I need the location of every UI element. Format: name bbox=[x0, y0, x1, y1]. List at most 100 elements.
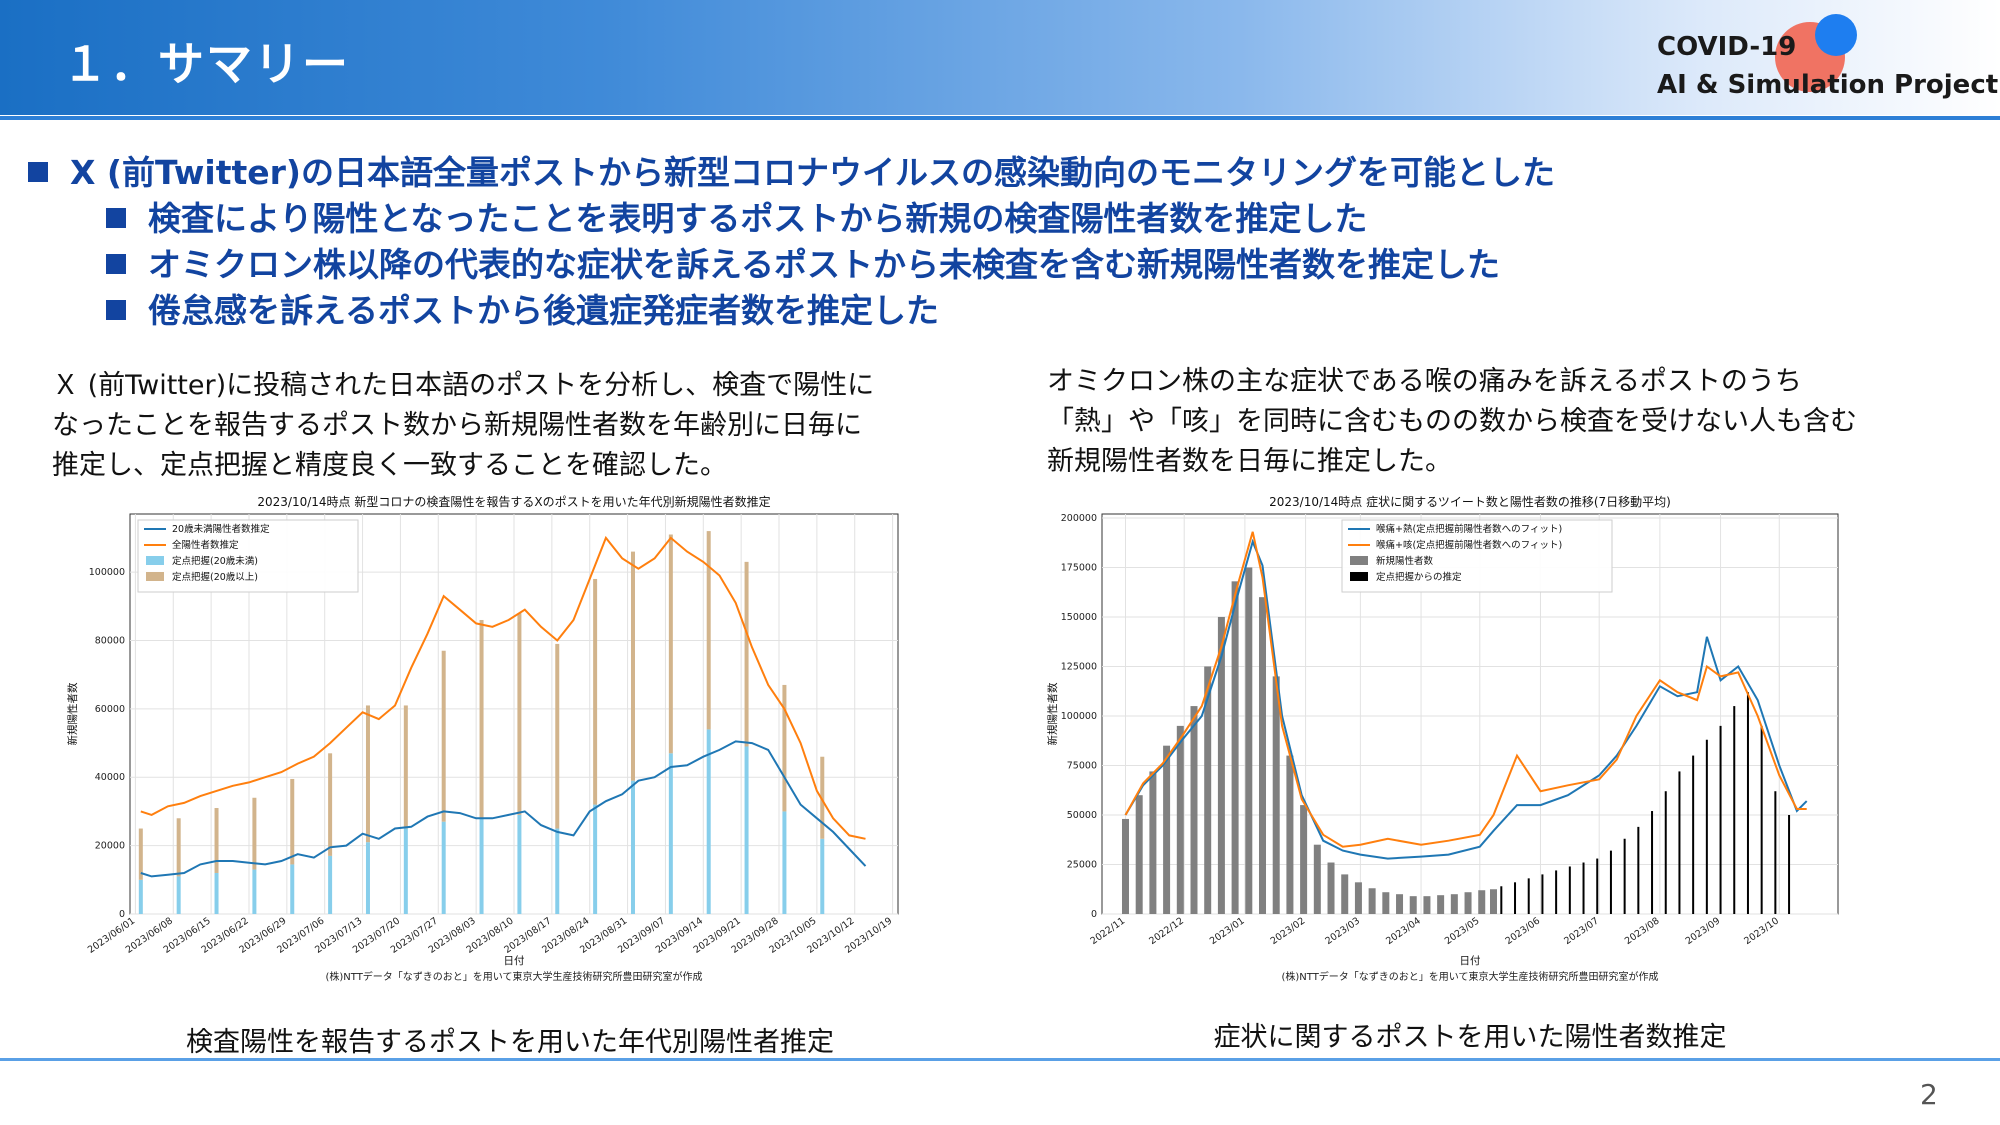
left-description: Ｘ (前Twitter)に投稿された日本語のポストを分析し、検査で陽性に なった… bbox=[52, 366, 874, 486]
bar-under20 bbox=[555, 828, 560, 914]
x-tick-label: 2022/12 bbox=[1147, 915, 1186, 947]
bullet-sub2: オミクロン株以降の代表的な症状を訴えるポストから未検査を含む新規陽性者数を推定し… bbox=[106, 238, 1500, 286]
bar-new-positive bbox=[1190, 706, 1198, 914]
chart-title: 2023/10/14時点 症状に関するツイート数と陽性者数の推移(7日移動平均) bbox=[1269, 494, 1671, 509]
x-tick-label: 2023/01 bbox=[1208, 915, 1247, 947]
y-tick-label: 25000 bbox=[1067, 859, 1097, 870]
square-bullet-icon bbox=[106, 208, 126, 228]
bar-over20 bbox=[441, 650, 446, 822]
y-tick-label: 80000 bbox=[95, 635, 125, 646]
bar-new-positive bbox=[1135, 795, 1143, 914]
bullet-sub3-text: 倦怠感を訴えるポストから後遺症発症者数を推定した bbox=[148, 291, 940, 330]
bar-sentinel-estimate bbox=[1527, 878, 1530, 914]
bar-new-positive bbox=[1437, 895, 1445, 914]
bar-new-positive bbox=[1245, 567, 1253, 914]
bar-new-positive bbox=[1354, 882, 1362, 914]
bar-under20 bbox=[138, 879, 143, 914]
y-tick-label: 0 bbox=[1091, 909, 1097, 920]
y-tick-label: 75000 bbox=[1067, 760, 1097, 771]
legend-label: 喉痛+咳(定点把握前陽性者数へのフィット) bbox=[1376, 539, 1562, 551]
y-tick-label: 50000 bbox=[1067, 810, 1097, 821]
bar-under20 bbox=[176, 876, 181, 914]
bullet-sub1: 検査により陽性となったことを表明するポストから新規の検査陽性者数を推定した bbox=[106, 192, 1367, 240]
page-title: １．サマリー bbox=[62, 37, 350, 91]
x-axis-label: 日付 bbox=[1460, 954, 1481, 967]
bar-over20 bbox=[138, 828, 143, 880]
x-tick-label: 2022/11 bbox=[1089, 915, 1128, 947]
bar-new-positive bbox=[1382, 892, 1390, 914]
bar-new-positive bbox=[1176, 725, 1184, 914]
bar-under20 bbox=[517, 814, 522, 914]
right-description: オミクロン株の主な症状である喉の痛みを訴えるポストのうち 「熱」や「咳」を同時に… bbox=[1047, 362, 1857, 482]
y-tick-label: 175000 bbox=[1061, 562, 1097, 573]
page-number: 2 bbox=[1920, 1078, 1938, 1111]
legend-label: 20歳未満陽性者数推定 bbox=[172, 523, 270, 535]
bar-sentinel-estimate bbox=[1788, 814, 1791, 914]
bullet-main-text: X (前Twitter)の日本語全量ポストから新型コロナウイルスの感染動向のモニ… bbox=[70, 153, 1555, 192]
bar-new-positive bbox=[1327, 862, 1335, 914]
logo-line1: COVID-19 bbox=[1657, 32, 1797, 62]
bar-sentinel-estimate bbox=[1568, 866, 1571, 914]
bar-sentinel-estimate bbox=[1555, 870, 1558, 914]
chart-source-note: (株)NTTデータ「なずきのおと」を用いて東京大学生産技術研究所豊田研究室が作成 bbox=[325, 970, 702, 983]
bar-under20 bbox=[441, 821, 446, 914]
bar-under20 bbox=[328, 855, 333, 914]
right-desc-line3: 新規陽性者数を日毎に推定した。 bbox=[1047, 446, 1452, 477]
y-tick-label: 100000 bbox=[1061, 711, 1097, 722]
bar-over20 bbox=[479, 619, 484, 819]
chart-title: 2023/10/14時点 新型コロナの検査陽性を報告するXのポストを用いた年代別… bbox=[257, 494, 770, 509]
bar-new-positive bbox=[1409, 896, 1417, 914]
bullet-sub2-text: オミクロン株以降の代表的な症状を訴えるポストから未検査を含む新規陽性者数を推定し… bbox=[148, 245, 1501, 284]
bar-new-positive bbox=[1300, 805, 1308, 914]
line-throat-fever-fit bbox=[1124, 538, 1808, 860]
bar-under20 bbox=[782, 811, 787, 914]
legend-swatch-bar bbox=[146, 556, 164, 565]
bar-over20 bbox=[782, 684, 787, 812]
bar-over20 bbox=[252, 797, 257, 870]
square-bullet-icon bbox=[28, 162, 48, 182]
bar-under20 bbox=[593, 804, 598, 914]
x-tick-label: 2023/08 bbox=[1623, 915, 1662, 947]
bar-sentinel-estimate bbox=[1623, 838, 1626, 914]
bar-sentinel-estimate bbox=[1678, 771, 1681, 914]
legend-label: 新規陽性者数 bbox=[1376, 555, 1434, 567]
legend-box bbox=[137, 519, 359, 593]
bar-sentinel-estimate bbox=[1582, 862, 1585, 914]
bar-under20 bbox=[668, 753, 673, 914]
bar-new-positive bbox=[1217, 616, 1225, 914]
bar-over20 bbox=[403, 705, 408, 829]
bar-new-positive bbox=[1368, 888, 1376, 914]
bar-over20 bbox=[176, 818, 181, 877]
bar-under20 bbox=[252, 869, 257, 914]
legend-label: 定点把握(20歳以上) bbox=[172, 571, 258, 583]
bar-new-positive bbox=[1149, 771, 1157, 914]
bar-sentinel-estimate bbox=[1596, 858, 1599, 914]
bar-over20 bbox=[290, 778, 295, 865]
y-tick-label: 60000 bbox=[95, 704, 125, 715]
bar-new-positive bbox=[1313, 844, 1321, 914]
bar-sentinel-estimate bbox=[1760, 725, 1763, 914]
bar-new-positive bbox=[1450, 894, 1458, 914]
bar-sentinel-estimate bbox=[1733, 706, 1736, 914]
bar-new-positive bbox=[1489, 889, 1497, 914]
bar-sentinel-estimate bbox=[1500, 886, 1503, 914]
bar-new-positive bbox=[1121, 818, 1129, 914]
bar-sentinel-estimate bbox=[1651, 811, 1654, 914]
age-group-positive-chart: 2023/10/14時点 新型コロナの検査陽性を報告するXのポストを用いた年代別… bbox=[66, 494, 899, 983]
bar-over20 bbox=[744, 561, 749, 747]
x-tick-label: 2023/07 bbox=[1562, 915, 1601, 947]
legend-label: 定点把握(20歳未満) bbox=[172, 555, 258, 567]
legend-swatch-bar bbox=[1350, 572, 1368, 581]
bar-over20 bbox=[365, 705, 370, 843]
right-desc-line2: 「熱」や「咳」を同時に含むものの数から検査を受けない人も含む bbox=[1047, 406, 1857, 437]
bar-sentinel-estimate bbox=[1664, 791, 1667, 914]
bar-over20 bbox=[214, 808, 219, 873]
bar-over20 bbox=[593, 578, 598, 805]
bar-under20 bbox=[744, 746, 749, 914]
logo-circle-blue bbox=[1815, 14, 1857, 56]
legend-label: 定点把握からの推定 bbox=[1376, 571, 1462, 583]
bar-sentinel-estimate bbox=[1719, 725, 1722, 914]
bar-sentinel-estimate bbox=[1705, 739, 1708, 914]
bar-new-positive bbox=[1396, 894, 1404, 914]
bullet-main: X (前Twitter)の日本語全量ポストから新型コロナウイルスの感染動向のモニ… bbox=[28, 146, 1555, 194]
